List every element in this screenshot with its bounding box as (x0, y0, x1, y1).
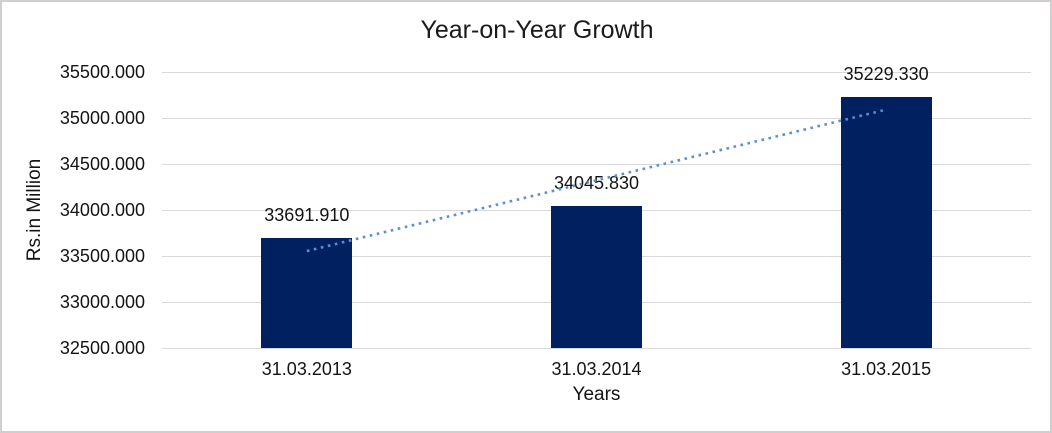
chart-title: Year-on-Year Growth (420, 16, 654, 44)
y-tick-label: 34500.000 (59, 154, 145, 174)
y-tick-label: 32500.000 (59, 338, 145, 358)
y-tick-label: 33000.000 (59, 292, 145, 312)
y-tick-label: 35500.000 (59, 62, 145, 82)
x-tick-label: 31.03.2014 (551, 359, 642, 379)
bar (261, 238, 353, 348)
data-label: 34045.830 (553, 172, 640, 193)
y-tick-label: 34000.000 (59, 200, 145, 220)
data-label: 35229.330 (843, 63, 929, 84)
bar (840, 96, 932, 348)
y-tick-label: 35000.000 (59, 108, 145, 128)
data-label: 33691.910 (264, 205, 350, 226)
y-tick-label: 33500.000 (59, 246, 145, 266)
x-tick-label: 31.03.2013 (261, 359, 352, 379)
bar (551, 205, 642, 348)
x-axis-line (162, 347, 1031, 349)
x-tick-label: 31.03.2015 (841, 359, 932, 379)
x-axis-title: Years (572, 384, 621, 405)
gridline (162, 71, 1031, 73)
